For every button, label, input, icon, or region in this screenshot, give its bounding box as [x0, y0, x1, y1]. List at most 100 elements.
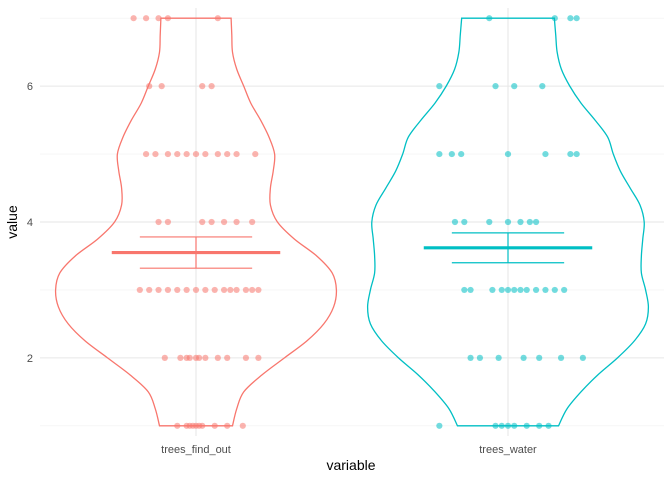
- data-point: [504, 422, 512, 429]
- data-point: [224, 354, 231, 361]
- data-point: [486, 218, 493, 226]
- data-point: [233, 218, 240, 226]
- data-point: [211, 422, 218, 429]
- data-point: [208, 218, 215, 226]
- data-point: [164, 218, 172, 226]
- y-tick-label: 4: [27, 217, 33, 229]
- y-tick-label: 6: [27, 81, 33, 93]
- data-point: [489, 286, 496, 294]
- grid-lines: [40, 8, 664, 436]
- data-point: [542, 286, 549, 294]
- y-tick-labels: 2 4 6: [27, 81, 33, 365]
- data-point: [155, 218, 162, 226]
- data-point: [186, 354, 193, 361]
- data-point: [214, 15, 221, 22]
- data-point: [249, 218, 256, 226]
- data-point: [532, 286, 540, 294]
- data-point: [579, 354, 586, 361]
- data-point: [573, 15, 580, 22]
- data-point: [498, 422, 505, 429]
- data-point: [504, 218, 512, 226]
- data-point: [551, 286, 558, 294]
- data-point: [183, 150, 190, 158]
- data-point: [448, 150, 455, 158]
- x-tick-labels: trees_find_out trees_water: [161, 444, 537, 456]
- data-point: [164, 150, 172, 158]
- data-point: [242, 354, 250, 361]
- data-point: [536, 422, 543, 429]
- data-point: [220, 286, 228, 294]
- data-point: [511, 286, 518, 294]
- violin-trees_water: [366, 17, 650, 427]
- data-point: [155, 286, 162, 294]
- data-point: [436, 150, 443, 158]
- data-point: [545, 422, 552, 429]
- data-point: [220, 218, 228, 226]
- y-axis-title: value: [4, 205, 20, 239]
- data-point: [158, 83, 165, 90]
- data-point: [174, 150, 181, 158]
- data-point: [183, 286, 190, 294]
- data-point: [214, 354, 221, 361]
- data-point: [196, 354, 203, 361]
- data-point: [130, 15, 137, 22]
- data-point: [517, 218, 524, 226]
- data-point: [523, 286, 530, 294]
- data-point: [239, 422, 246, 429]
- data-point: [567, 150, 574, 158]
- data-point: [486, 15, 493, 22]
- data-point: [199, 83, 206, 90]
- x-axis-title: variable: [326, 457, 375, 473]
- data-point: [511, 83, 518, 90]
- x-tick-label: trees_find_out: [161, 444, 231, 456]
- data-point: [458, 150, 465, 158]
- data-point: [152, 150, 159, 158]
- data-point: [573, 150, 580, 158]
- data-point: [164, 15, 172, 22]
- data-point: [498, 286, 505, 294]
- data-point: [202, 286, 209, 294]
- mean-error-bars: [111, 232, 593, 269]
- data-point: [199, 422, 206, 429]
- data-point: [551, 15, 558, 22]
- data-point: [511, 422, 518, 429]
- data-point: [492, 83, 499, 90]
- data-point: [461, 286, 468, 294]
- data-point: [249, 286, 256, 294]
- data-point: [255, 354, 262, 361]
- data-point: [164, 286, 172, 294]
- data-point: [461, 218, 468, 226]
- data-point: [532, 218, 540, 226]
- data-point: [146, 286, 153, 294]
- data-point: [526, 218, 533, 226]
- data-point: [174, 422, 181, 429]
- data-point: [252, 150, 259, 158]
- data-point: [177, 354, 184, 361]
- data-point: [517, 286, 524, 294]
- data-point: [539, 83, 546, 90]
- data-point: [227, 286, 234, 294]
- data-point: [476, 354, 484, 361]
- data-point: [136, 286, 143, 294]
- data-point: [567, 15, 574, 22]
- data-point: [208, 83, 215, 90]
- data-point: [155, 15, 162, 22]
- data-point: [495, 354, 502, 361]
- data-point: [211, 286, 218, 294]
- data-points: [130, 15, 586, 429]
- data-point: [504, 150, 512, 158]
- x-tick-label: trees_water: [479, 444, 537, 456]
- data-point: [467, 354, 474, 361]
- data-point: [233, 286, 240, 294]
- data-point: [142, 15, 150, 22]
- data-point: [161, 354, 168, 361]
- data-point: [255, 286, 262, 294]
- data-point: [436, 422, 443, 429]
- data-point: [557, 354, 565, 361]
- data-point: [214, 150, 221, 158]
- data-point: [202, 150, 209, 158]
- data-point: [233, 150, 240, 158]
- data-point: [523, 422, 530, 429]
- data-point: [467, 286, 474, 294]
